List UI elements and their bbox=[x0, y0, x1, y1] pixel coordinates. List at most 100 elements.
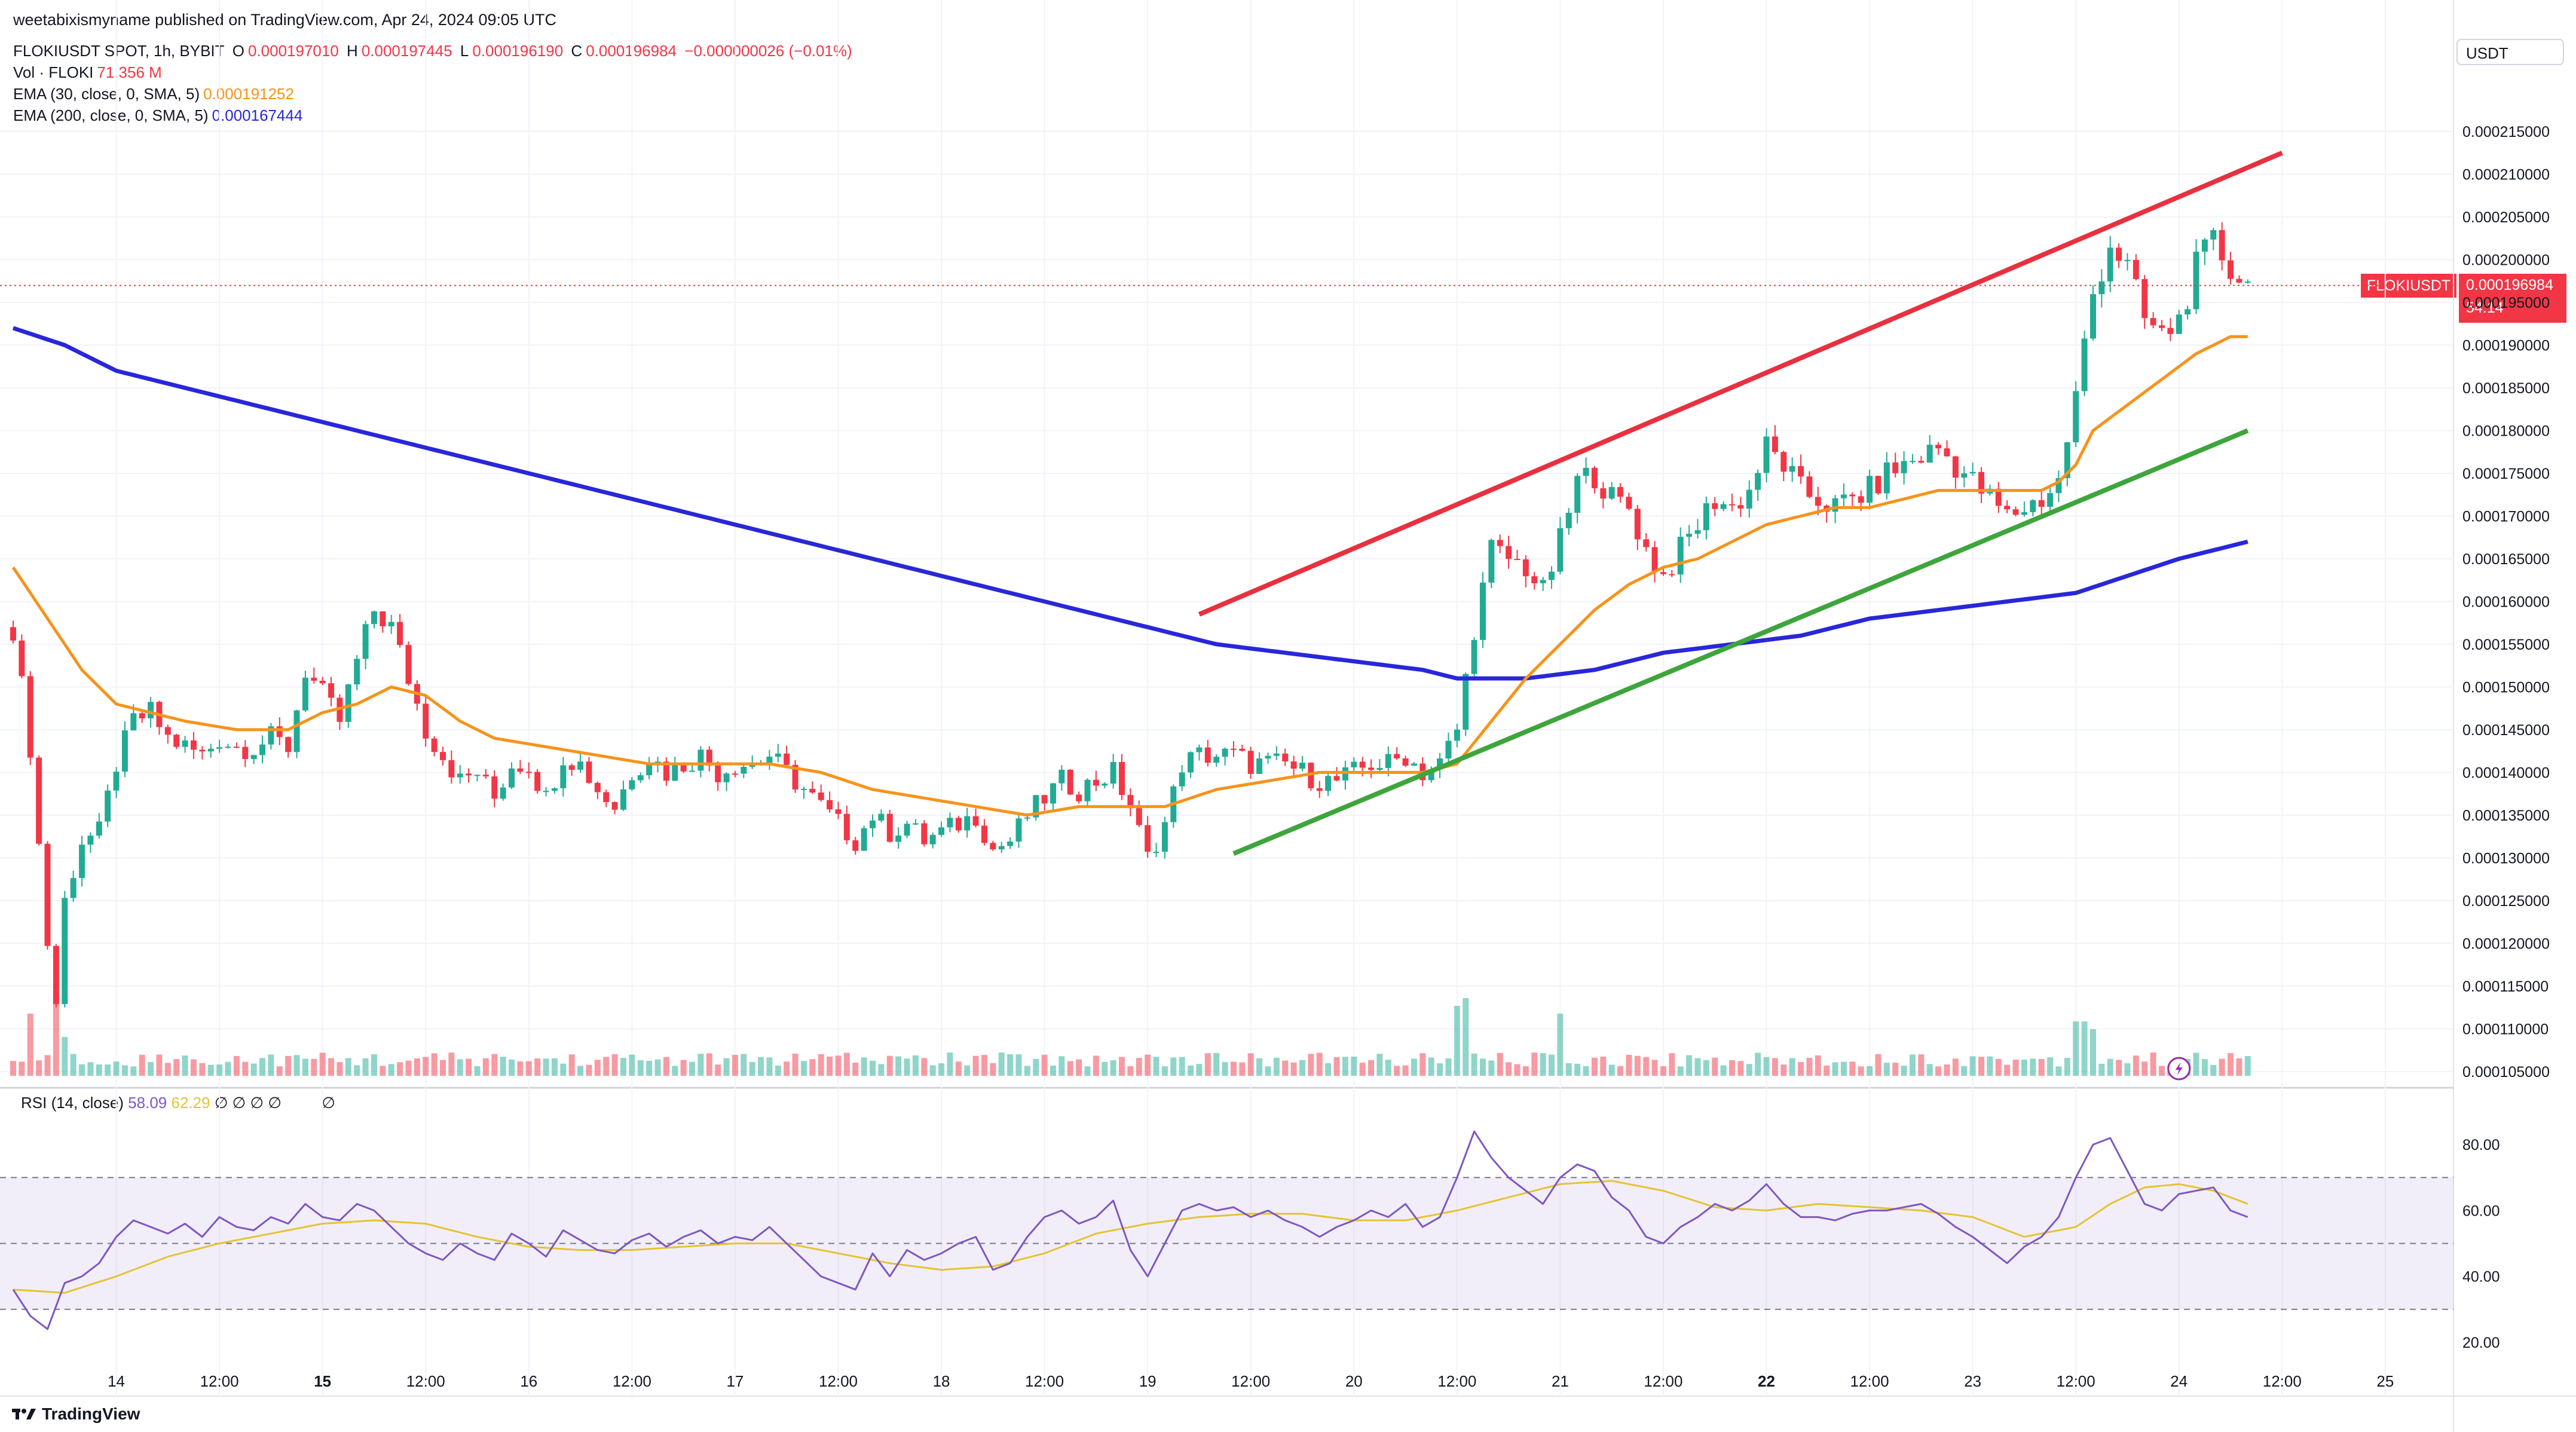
candle-body bbox=[2219, 230, 2225, 261]
candle-body bbox=[268, 726, 274, 745]
candle-body bbox=[878, 813, 885, 821]
candle-body bbox=[148, 702, 154, 718]
candle-body bbox=[139, 713, 145, 718]
candle-body bbox=[1247, 751, 1254, 774]
volume-bar bbox=[1789, 1058, 1795, 1076]
time-tick-label: 21 bbox=[1552, 1372, 1569, 1390]
symbol-name[interactable]: FLOKIUSDT SPOT, 1h, BYBIT bbox=[13, 42, 225, 60]
volume-bar bbox=[870, 1060, 876, 1076]
candle-body bbox=[2176, 314, 2182, 334]
volume-bar bbox=[586, 1064, 592, 1076]
candle-body bbox=[1789, 466, 1795, 472]
high-label: H bbox=[347, 42, 358, 60]
candle-body bbox=[1591, 467, 1598, 488]
volume-bar bbox=[1067, 1061, 1073, 1076]
volume-bar bbox=[784, 1061, 790, 1076]
volume-bar bbox=[10, 1061, 16, 1076]
candle-body bbox=[895, 836, 902, 842]
volume-bar bbox=[27, 1014, 33, 1076]
volume-bar bbox=[1840, 1061, 1847, 1076]
volume-bar bbox=[775, 1065, 781, 1076]
candle-body bbox=[2064, 442, 2070, 478]
volume-bar bbox=[105, 1064, 111, 1076]
volume-bar bbox=[1394, 1066, 1400, 1076]
candle-body bbox=[19, 640, 25, 677]
volume-bar bbox=[1454, 1006, 1460, 1076]
candle-body bbox=[784, 753, 790, 765]
price-tick-label: 0.000105000 bbox=[2462, 1064, 2550, 1081]
volume-bar bbox=[1995, 1058, 2002, 1076]
currency-unit-button[interactable]: USDT bbox=[2456, 39, 2564, 65]
candle-body bbox=[388, 622, 394, 626]
candle-body bbox=[1058, 769, 1065, 784]
candle-body bbox=[1265, 755, 1271, 759]
volume-bar bbox=[929, 1065, 936, 1076]
candle-body bbox=[2047, 493, 2054, 507]
volume-bar bbox=[568, 1054, 575, 1076]
candle-body bbox=[466, 773, 472, 776]
ema30-label[interactable]: EMA (30, close, 0, SMA, 5) bbox=[13, 85, 200, 103]
candle-body bbox=[2116, 247, 2122, 261]
candle-body bbox=[852, 840, 859, 851]
candle-body bbox=[749, 764, 755, 767]
volume-bar bbox=[1909, 1054, 1916, 1076]
volume-bar bbox=[2064, 1058, 2070, 1076]
candle-body bbox=[27, 676, 33, 758]
volume-bar bbox=[2030, 1058, 2036, 1076]
candle-body bbox=[981, 825, 987, 843]
volume-bar bbox=[1798, 1062, 1804, 1076]
volume-bar bbox=[1608, 1064, 1615, 1076]
time-tick-label: 16 bbox=[520, 1372, 537, 1390]
price-tick-label: 0.000125000 bbox=[2462, 893, 2550, 910]
candle-body bbox=[586, 761, 592, 783]
price-tick-label: 0.000130000 bbox=[2462, 850, 2550, 867]
candle-body bbox=[1626, 497, 1632, 509]
candle-body bbox=[1935, 445, 1942, 449]
volume-bar bbox=[1024, 1066, 1030, 1076]
candle-body bbox=[543, 791, 549, 793]
candle-body bbox=[1351, 761, 1357, 767]
candle-body bbox=[509, 768, 515, 788]
volume-bar bbox=[2193, 1052, 2199, 1076]
volume-bar bbox=[87, 1062, 94, 1076]
tradingview-logo[interactable]: TradingView bbox=[12, 1405, 140, 1424]
volume-bar bbox=[594, 1060, 601, 1076]
candle-body bbox=[36, 757, 42, 844]
volume-bar bbox=[904, 1058, 910, 1076]
candle-body bbox=[1033, 795, 1039, 818]
candle-body bbox=[79, 844, 85, 879]
candle-body bbox=[843, 813, 850, 840]
volume-bar bbox=[1703, 1060, 1709, 1076]
candle-body bbox=[1557, 528, 1564, 572]
volume-bar bbox=[139, 1054, 145, 1076]
volume-bar bbox=[1102, 1061, 1108, 1076]
volume-bar bbox=[1015, 1054, 1022, 1076]
volume-bar bbox=[1926, 1064, 1933, 1076]
candle-body bbox=[525, 772, 532, 773]
volume-bar bbox=[1308, 1054, 1314, 1076]
candle-body bbox=[2021, 512, 2027, 515]
volume-bar bbox=[1316, 1052, 1323, 1076]
volume-bar bbox=[1033, 1058, 1039, 1076]
volume-bar bbox=[362, 1058, 369, 1076]
volume-bar bbox=[1179, 1057, 1185, 1076]
candle-body bbox=[2210, 230, 2217, 240]
candle-body bbox=[1522, 559, 1529, 577]
candle-body bbox=[2098, 281, 2105, 295]
candle-body bbox=[259, 744, 266, 755]
candle-body bbox=[947, 818, 953, 828]
volume-bar bbox=[2219, 1058, 2225, 1076]
candle-body bbox=[723, 773, 730, 782]
candle-body bbox=[1376, 767, 1383, 770]
volume-label[interactable]: Vol · FLOKI bbox=[13, 63, 94, 81]
volume-bar bbox=[448, 1052, 455, 1076]
ema200-label[interactable]: EMA (200, close, 0, SMA, 5) bbox=[13, 106, 209, 124]
candle-body bbox=[1746, 489, 1752, 509]
volume-bar bbox=[199, 1063, 206, 1076]
volume-bar bbox=[1901, 1066, 1907, 1076]
candle-body bbox=[1712, 503, 1718, 509]
candle-body bbox=[1798, 466, 1804, 477]
volume-bar bbox=[1007, 1054, 1014, 1076]
rsi-label[interactable]: RSI (14, close) bbox=[21, 1094, 124, 1112]
